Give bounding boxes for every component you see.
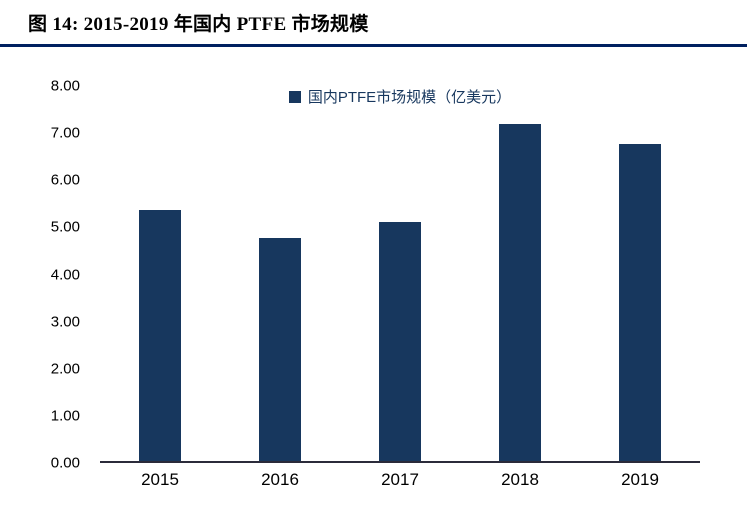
y-tick-label: 0.00: [50, 454, 80, 472]
y-tick-label: 4.00: [50, 266, 80, 283]
plot-area: [100, 86, 700, 463]
bar-2018: [499, 124, 541, 461]
y-axis: 0.00 1.00 2.00 3.00 4.00 5.00 6.00 7.00 8.00: [0, 78, 92, 472]
bar-2017: [379, 221, 421, 461]
bar-cell-2015: [100, 86, 220, 461]
y-tick-label: 3.00: [50, 313, 80, 331]
bar-cell-2016: [220, 86, 340, 461]
y-tick-label: 5.00: [50, 218, 80, 236]
x-axis: 2015 2016 2017 2018 2019: [100, 470, 700, 490]
legend-label: 国内PTFE市场规模（亿美元）: [307, 89, 512, 106]
y-tick-label: 7.00: [50, 124, 80, 142]
y-tick-label: 2.00: [50, 360, 80, 378]
chart-area: 国内PTFE市场规模（亿美元） 0.00 1.00 2.00 3.00 4.00 5.00…: [0, 62, 747, 502]
y-tick-label: 1.00: [50, 407, 80, 425]
title-divider: [0, 44, 747, 47]
y-tick-label: 8.00: [50, 77, 80, 95]
bar-2015: [139, 210, 181, 461]
chart-legend: 国内PTFE市场规模（亿美元）: [100, 86, 700, 107]
bar-cell-2018: [460, 86, 580, 461]
figure-title: 图 14: 2015-2019 年国内 PTFE 市场规模: [28, 14, 369, 35]
bar-2016: [259, 238, 301, 461]
figure-header: 图 14: 2015-2019 年国内 PTFE 市场规模: [0, 0, 747, 47]
x-tick-label-2018: 2018: [501, 470, 539, 489]
bar-cell-2017: [340, 86, 460, 461]
bar-2019: [619, 144, 661, 461]
bar-series: [100, 86, 700, 461]
legend-swatch-icon: [288, 90, 301, 103]
x-tick-label-2016: 2016: [261, 470, 299, 489]
x-tick-label-2015: 2015: [141, 470, 179, 489]
bar-cell-2019: [580, 86, 700, 461]
x-tick-label-2017: 2017: [381, 470, 419, 489]
x-tick-label-2019: 2019: [621, 470, 659, 489]
y-tick-label: 6.00: [50, 171, 80, 189]
